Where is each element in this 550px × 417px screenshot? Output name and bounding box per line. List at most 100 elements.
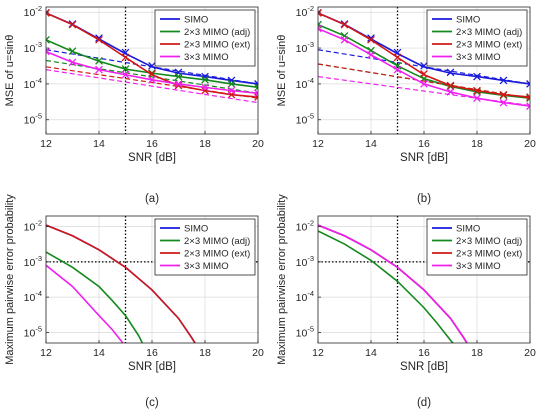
legend-entry: 2×3 MIMO (adj) bbox=[184, 27, 250, 38]
series-2-marker bbox=[526, 93, 530, 101]
series-3-line bbox=[318, 224, 468, 343]
y-tick-label: 10-2 bbox=[296, 4, 314, 19]
legend-entry: 3×3 MIMO bbox=[184, 261, 229, 272]
legend-entry: SIMO bbox=[184, 15, 208, 26]
y-tick-label: 10-5 bbox=[296, 112, 314, 127]
legend-entry: 2×3 MIMO (ext) bbox=[456, 40, 522, 51]
x-tick-label: 16 bbox=[418, 347, 430, 359]
y-tick-label: 10-3 bbox=[296, 254, 314, 269]
series-3-marker bbox=[201, 83, 209, 92]
legend-entry: 2×3 MIMO (ext) bbox=[184, 249, 250, 260]
x-tick-label: 18 bbox=[471, 138, 483, 150]
y-tick-label: 10-2 bbox=[24, 4, 42, 19]
series-0-marker bbox=[499, 76, 508, 85]
legend-entry: 2×3 MIMO (ext) bbox=[184, 40, 250, 51]
x-tick-label: 18 bbox=[471, 347, 483, 359]
y-tick-label: 10-5 bbox=[24, 112, 42, 127]
series-0-marker bbox=[148, 61, 156, 70]
series-0-marker bbox=[420, 61, 428, 70]
series-2-marker bbox=[499, 90, 508, 99]
series-2-marker bbox=[340, 20, 349, 29]
series-1-marker bbox=[68, 47, 77, 56]
series-3-marker bbox=[446, 87, 455, 96]
x-tick-label: 20 bbox=[524, 347, 536, 359]
x-tick-label: 14 bbox=[365, 138, 377, 150]
series-2-marker bbox=[148, 70, 156, 78]
x-axis-label: SNR [dB] bbox=[128, 152, 176, 164]
series-3-marker bbox=[473, 94, 481, 103]
series-0-marker bbox=[227, 76, 236, 85]
series-3-marker bbox=[227, 86, 236, 95]
series-1-marker bbox=[227, 80, 236, 88]
x-tick-label: 20 bbox=[524, 138, 536, 150]
series-3-line bbox=[46, 264, 124, 343]
x-tick-label: 12 bbox=[40, 347, 52, 359]
series-0-marker bbox=[95, 34, 103, 42]
series-2-marker bbox=[318, 9, 322, 17]
series-3-marker bbox=[254, 89, 258, 98]
series-3-marker bbox=[95, 65, 103, 74]
legend-entry: SIMO bbox=[456, 224, 480, 235]
y-tick-label: 10-3 bbox=[296, 40, 314, 55]
x-tick-label: 14 bbox=[93, 347, 105, 359]
x-tick-label: 14 bbox=[365, 347, 377, 359]
x-tick-label: 12 bbox=[312, 347, 324, 359]
legend-entry: 3×3 MIMO bbox=[184, 52, 229, 63]
panel-label: (a) bbox=[145, 193, 159, 205]
series-1-line bbox=[318, 230, 454, 343]
x-axis-label: SNR [dB] bbox=[400, 361, 448, 373]
series-1-marker bbox=[201, 75, 209, 84]
series-2-marker bbox=[121, 53, 130, 62]
series-group bbox=[318, 216, 530, 343]
legend-entry: 3×3 MIMO bbox=[456, 52, 501, 63]
chart-panel-0: 12 14 16 18 20 10-5 10-4 10-3 10-2 SNR [dB] MSE of… bbox=[4, 4, 264, 205]
series-3-marker bbox=[367, 50, 375, 59]
series-group bbox=[318, 7, 530, 134]
series-2-marker bbox=[473, 86, 481, 95]
y-axis-label: MSE of u=sinθ bbox=[276, 35, 288, 107]
x-tick-label: 12 bbox=[40, 138, 52, 150]
series-1-marker bbox=[174, 72, 183, 81]
x-tick-label: 12 bbox=[312, 138, 324, 150]
series-0-marker bbox=[446, 68, 455, 77]
series-3-marker bbox=[420, 80, 428, 88]
y-tick-label: 10-2 bbox=[296, 219, 314, 234]
series-3-marker bbox=[499, 98, 508, 107]
series-1-marker bbox=[95, 56, 103, 65]
x-tick-label: 18 bbox=[199, 347, 211, 359]
series-0-marker bbox=[367, 34, 375, 42]
series-3-marker bbox=[148, 75, 156, 84]
chart-panel-2: 12 14 16 18 20 10-5 10-4 10-3 10-2 SNR [dB] Maximu… bbox=[4, 194, 264, 409]
y-axis-label: Maximum pairwise error probability bbox=[276, 194, 288, 365]
chart-panel-3: 12 14 16 18 20 10-5 10-4 10-3 10-2 SNR [dB] Maximu… bbox=[276, 194, 536, 409]
series-3-marker bbox=[46, 47, 50, 56]
y-tick-label: 10-4 bbox=[24, 289, 42, 304]
x-tick-label: 16 bbox=[146, 347, 158, 359]
series-1-line bbox=[46, 251, 144, 343]
legend-entry: SIMO bbox=[456, 15, 480, 26]
series-3-marker bbox=[121, 70, 130, 79]
panel-label: (d) bbox=[417, 397, 431, 409]
series-3-marker bbox=[526, 102, 530, 110]
legend-entry: 2×3 MIMO (ext) bbox=[456, 249, 522, 260]
y-tick-label: 10-5 bbox=[296, 324, 314, 339]
series-2-marker bbox=[367, 35, 375, 44]
series-1-marker bbox=[526, 94, 530, 103]
series-group bbox=[46, 216, 258, 343]
series-3-marker bbox=[318, 24, 322, 33]
legend-entry: 2×3 MIMO (adj) bbox=[456, 27, 522, 38]
legend-entry: 2×3 MIMO (adj) bbox=[184, 236, 250, 247]
series-2-line bbox=[46, 224, 196, 343]
series-1-bound-line bbox=[46, 59, 258, 94]
y-tick-label: 10-3 bbox=[24, 254, 42, 269]
series-3-marker bbox=[393, 65, 402, 74]
x-tick-label: 16 bbox=[418, 138, 430, 150]
x-axis-label: SNR [dB] bbox=[128, 361, 176, 373]
series-2-marker bbox=[68, 20, 77, 29]
y-tick-label: 10-4 bbox=[296, 289, 314, 304]
series-0-marker bbox=[473, 72, 481, 81]
